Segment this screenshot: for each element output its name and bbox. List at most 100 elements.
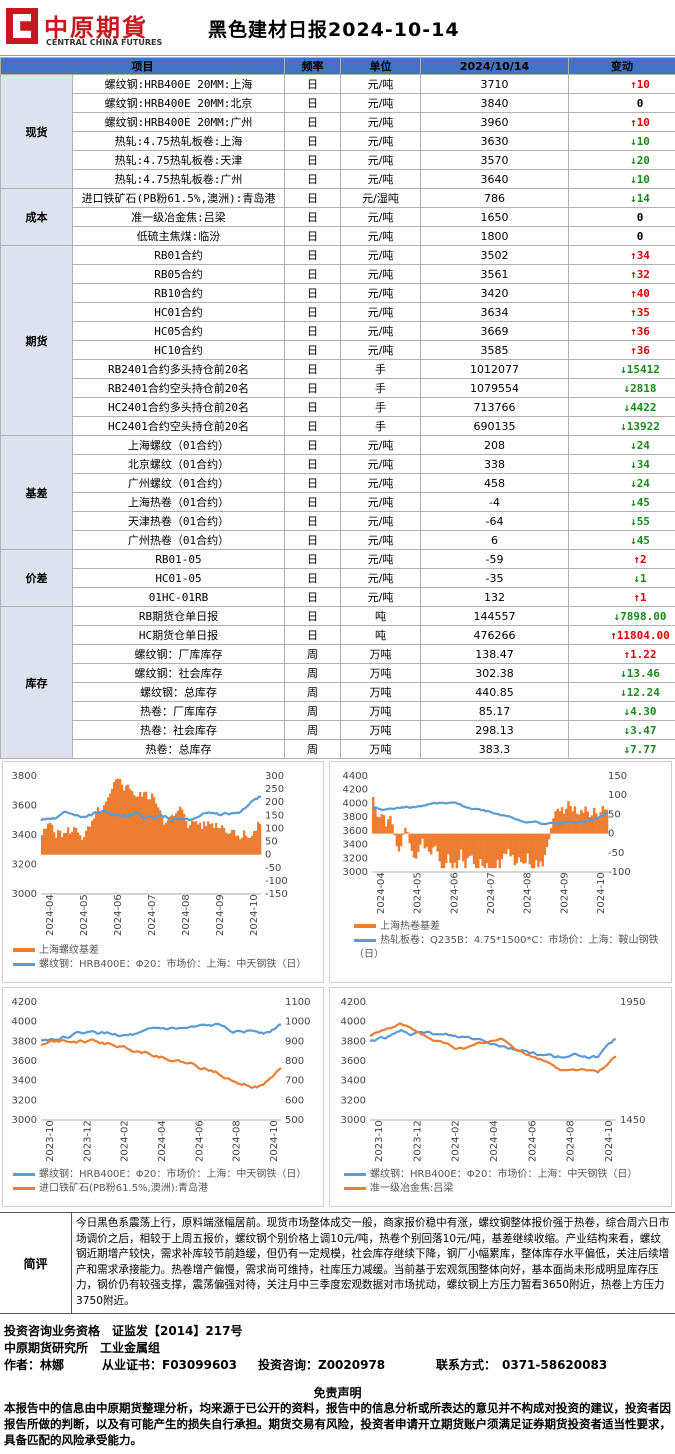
- item-cell: RB期货仓单日报: [72, 606, 285, 626]
- axis-tick-left: 3800: [12, 771, 37, 782]
- basis-bar: [472, 833, 476, 865]
- basis-bar: [449, 833, 452, 864]
- axis-tick-right: 300: [265, 771, 284, 782]
- table-row: 热卷：厂库库存周万吨 85.17 ↓4.30: [1, 701, 675, 721]
- frequency-cell: 周: [284, 682, 341, 702]
- item-cell: HC2401合约空头持仓前20名: [72, 416, 285, 436]
- col-header-freq: 频率: [284, 57, 341, 75]
- frequency-cell: 日: [284, 359, 341, 379]
- axis-tick-x: 2024-06: [113, 894, 124, 936]
- axis-tick-left: 4200: [12, 997, 37, 1008]
- basis-bar: [513, 833, 517, 866]
- axis-tick-left: 3800: [343, 812, 368, 823]
- series-line: [40, 1038, 282, 1090]
- unit-cell: 手: [340, 416, 421, 436]
- basis-bar: [419, 833, 422, 845]
- change-cell: ↑1: [568, 587, 675, 607]
- basis-bar: [157, 807, 160, 855]
- value-cell: 302.38: [420, 663, 569, 683]
- change-value: 45: [636, 533, 650, 547]
- basis-bar: [139, 791, 142, 855]
- item-cell: HC05合约: [72, 321, 285, 341]
- frequency-cell: 日: [284, 625, 341, 645]
- category-cell: 库存: [0, 606, 73, 759]
- value-cell: 298.13: [420, 720, 569, 740]
- change-value: 11804.00: [616, 628, 670, 642]
- col-header-item: 项目: [0, 57, 285, 75]
- category-cell: 价差: [0, 549, 73, 607]
- basis-bar: [207, 821, 210, 855]
- table-row: 螺纹钢:HRB400E 20MM:广州日元/吨 3960 ↑10: [1, 112, 675, 132]
- axis-tick-right: 700: [285, 1076, 304, 1087]
- change-cell: ↑32: [568, 264, 675, 284]
- basis-bar: [592, 807, 596, 834]
- value-cell: 138.47: [420, 644, 569, 664]
- frequency-cell: 日: [284, 93, 341, 113]
- basis-bar: [91, 820, 94, 855]
- basis-bar: [127, 784, 130, 855]
- table-row: HC01合约日元/吨 3634 ↑35: [1, 302, 675, 322]
- value-cell: -35: [420, 568, 569, 588]
- basis-bar: [51, 824, 54, 855]
- change-value: 36: [636, 324, 650, 338]
- change-value: 0: [636, 210, 644, 224]
- arrow-up-icon: ↑: [630, 305, 637, 319]
- price-table: 项目 频率 单位 2024/10/14 变动 现货 螺纹钢:HRB400E 20M…: [0, 57, 675, 759]
- item-cell: RB2401合约多头持仓前20名: [72, 359, 285, 379]
- unit-cell: 万吨: [340, 663, 421, 683]
- change-cell: ↓20: [568, 150, 675, 170]
- arrow-down-icon: ↓: [623, 723, 631, 737]
- basis-bar: [215, 823, 218, 855]
- value-cell: 3561: [420, 264, 569, 284]
- value-cell: 3640: [420, 169, 569, 189]
- arrow-down-icon: ↓: [620, 685, 627, 699]
- frequency-cell: 日: [284, 568, 341, 588]
- frequency-cell: 日: [284, 397, 341, 417]
- value-cell: 3669: [420, 321, 569, 341]
- axis-tick-left: 4200: [341, 997, 366, 1008]
- basis-bar: [421, 833, 424, 839]
- arrow-down-icon: ↓: [630, 514, 637, 528]
- axis-tick-x: 2024-06: [527, 1120, 538, 1162]
- frequency-cell: 周: [284, 701, 341, 721]
- item-cell: 热轧:4.75热轧板卷:广州: [72, 169, 285, 189]
- basis-bar: [239, 839, 242, 855]
- basis-bar: [105, 801, 108, 855]
- basis-bar: [569, 805, 572, 834]
- value-cell: 476266: [420, 625, 569, 645]
- axis-tick-x: 2024-08: [523, 872, 534, 914]
- change-value: 35: [636, 305, 650, 319]
- basis-bar: [137, 796, 140, 855]
- frequency-cell: 日: [284, 207, 341, 227]
- item-cell: RB01-05: [72, 549, 285, 569]
- basis-bar: [69, 833, 72, 855]
- basis-bar: [57, 830, 60, 855]
- basis-bar: [151, 793, 154, 855]
- unit-cell: 元/吨: [340, 74, 421, 94]
- table-row: 螺纹钢:HRB400E 20MM:北京日元/吨 3840 0: [1, 93, 675, 113]
- axis-tick-left: 3200: [12, 1095, 37, 1106]
- basis-bar: [520, 833, 523, 863]
- axis-tick-left: 3600: [12, 801, 37, 812]
- table-row: 热卷：总库存周万吨 383.3 ↓7.77: [1, 739, 675, 759]
- basis-bar: [517, 833, 521, 858]
- table-row: HC01-05 日元/吨 -35 ↓1: [1, 568, 675, 588]
- unit-cell: 元/吨: [340, 112, 421, 132]
- axis-tick-left: 3000: [341, 1115, 366, 1126]
- table-row: 螺纹钢：厂库库存周万吨 138.47 ↑1.22: [1, 644, 675, 664]
- arrow-down-icon: ↓: [633, 571, 640, 585]
- basis-bar: [85, 830, 88, 855]
- basis-bar: [474, 833, 478, 869]
- legend-swatch-icon: [354, 938, 376, 942]
- basis-bar: [530, 833, 534, 869]
- basis-bar: [97, 807, 100, 855]
- change-value: 15412: [626, 362, 660, 376]
- frequency-cell: 周: [284, 739, 341, 759]
- basis-bar: [479, 833, 482, 859]
- axis-tick-right: 0: [265, 850, 271, 861]
- basis-bar: [406, 831, 409, 834]
- value-cell: 132: [420, 587, 569, 607]
- legend-item: 上海热卷基差: [354, 920, 666, 934]
- axis-tick-x: 2024-04: [157, 1120, 168, 1162]
- basis-bar: [217, 827, 220, 855]
